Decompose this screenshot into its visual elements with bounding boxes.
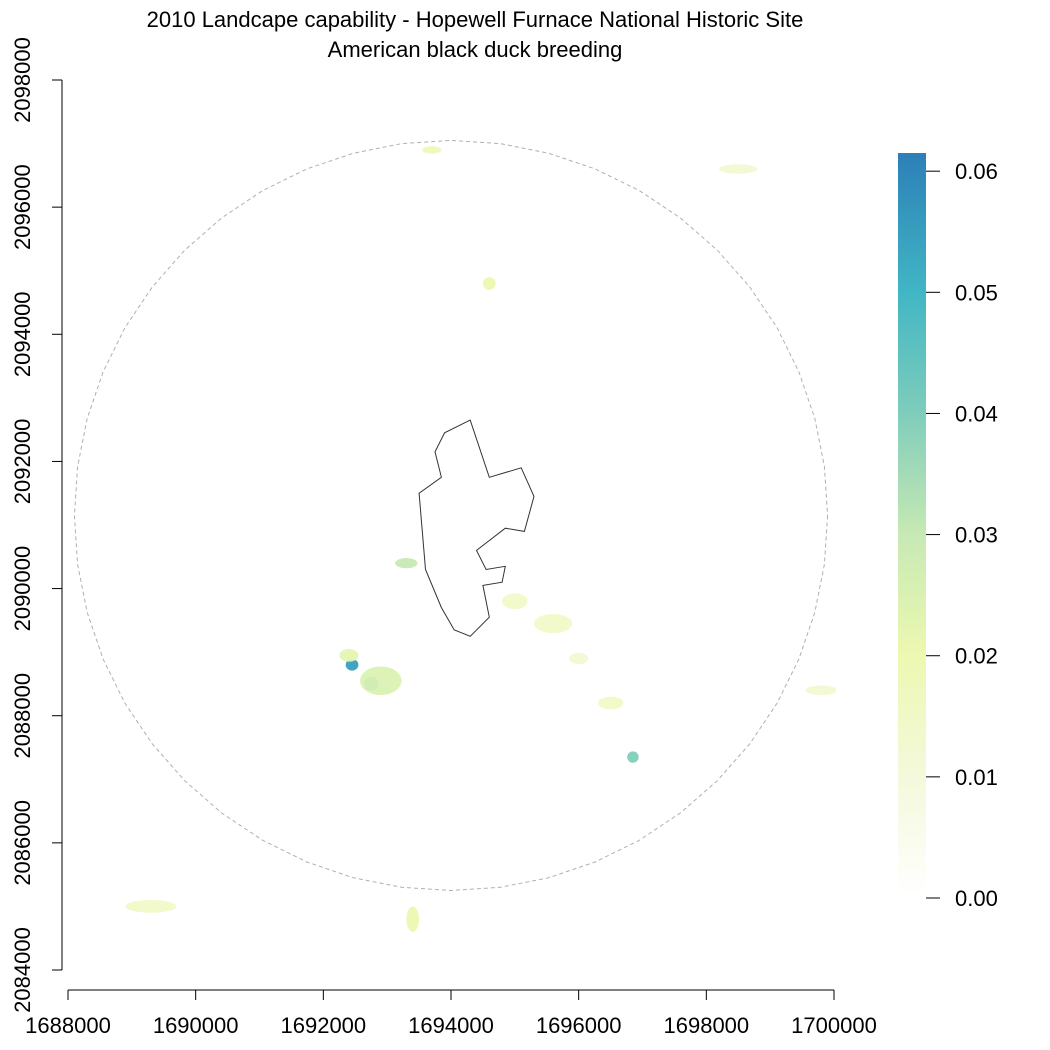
capability-patch <box>395 558 418 569</box>
legend-color-bar <box>898 153 926 898</box>
x-tick-label: 1690000 <box>153 1013 239 1038</box>
capability-patch <box>533 614 573 634</box>
capability-patch <box>482 277 496 290</box>
capability-patch <box>360 666 402 696</box>
y-tick-label: 2084000 <box>10 927 35 1013</box>
capability-patch <box>627 751 639 763</box>
legend-tick-label: 0.01 <box>955 765 998 790</box>
site-boundary <box>418 419 535 637</box>
map-title: 2010 Landcape capability - Hopewell Furn… <box>147 7 804 32</box>
x-tick-label: 1700000 <box>791 1013 877 1038</box>
capability-patch <box>719 164 758 174</box>
legend-tick-label: 0.05 <box>955 280 998 305</box>
x-tick-label: 1698000 <box>664 1013 750 1038</box>
y-tick-label: 2098000 <box>10 37 35 123</box>
capability-patch <box>422 146 442 154</box>
legend-tick-label: 0.00 <box>955 886 998 911</box>
x-tick-label: 1692000 <box>281 1013 367 1038</box>
capability-patch <box>502 593 528 610</box>
capability-patch <box>125 900 177 913</box>
x-axis: 1688000 1690000 1692000 1694000 1696000 16980… <box>25 989 877 1038</box>
y-tick-label: 2094000 <box>10 291 35 377</box>
capability-patch <box>339 648 359 662</box>
x-tick-label: 1694000 <box>408 1013 494 1038</box>
map-subtitle: American black duck breeding <box>328 37 623 62</box>
capability-raster <box>125 146 836 932</box>
capability-patch <box>569 652 589 665</box>
capability-patch <box>345 659 359 671</box>
y-tick-label: 2096000 <box>10 164 35 250</box>
capability-patch <box>805 685 836 696</box>
color-legend: 0.00 0.01 0.02 0.03 0.04 0.05 0.06 <box>898 153 998 911</box>
legend-ticks: 0.00 0.01 0.02 0.03 0.04 0.05 0.06 <box>926 159 998 911</box>
capability-patch <box>597 696 624 710</box>
buffer-circle <box>73 139 829 892</box>
y-tick-label: 2086000 <box>10 800 35 886</box>
x-tick-label: 1696000 <box>536 1013 622 1038</box>
y-axis: 2084000 2086000 2088000 2090000 2092000 20940… <box>10 37 63 1013</box>
legend-tick-label: 0.04 <box>955 401 998 426</box>
legend-tick-label: 0.06 <box>955 159 998 184</box>
y-tick-label: 2090000 <box>10 546 35 632</box>
legend-tick-label: 0.02 <box>955 644 998 669</box>
x-tick-label: 1688000 <box>25 1013 111 1038</box>
legend-tick-label: 0.03 <box>955 523 998 548</box>
capability-patch <box>406 906 420 932</box>
y-tick-label: 2092000 <box>10 419 35 505</box>
y-tick-label: 2088000 <box>10 673 35 759</box>
